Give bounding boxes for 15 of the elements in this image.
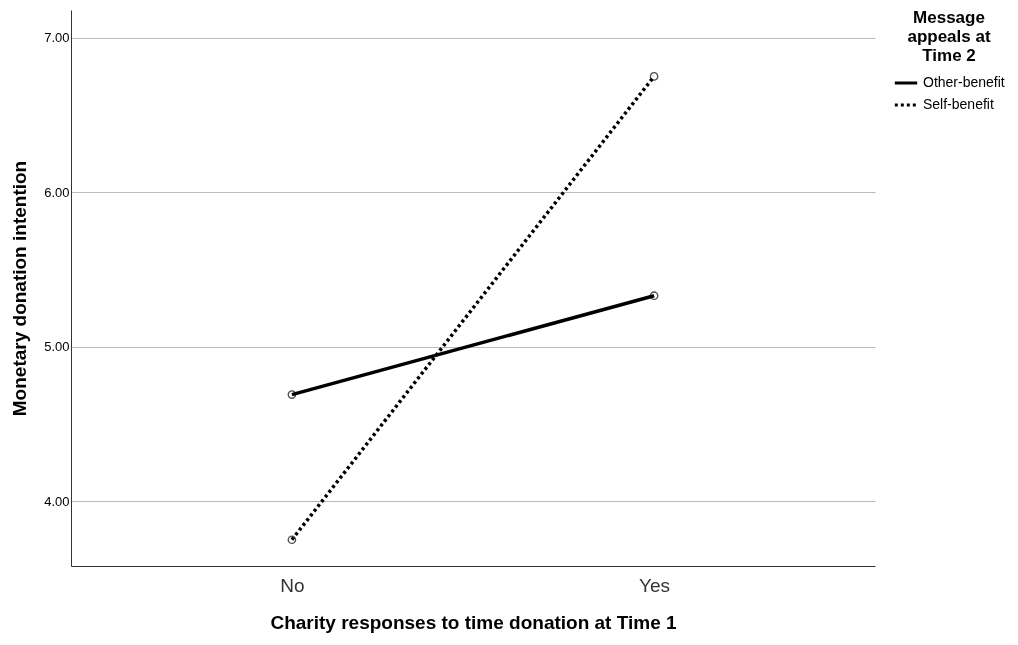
x-axis-title: Charity responses to time donation at Time 1 — [270, 611, 677, 633]
x-tick-label: Yes — [639, 574, 671, 596]
point — [287, 535, 297, 545]
y-axis-title: Monetary donation intention — [9, 160, 31, 417]
legend-label: Self-benefit — [923, 96, 994, 112]
legend-label: Other-benefit — [923, 74, 1005, 90]
y-tick-label: 5.00 — [44, 339, 70, 355]
x-tick-label: No — [280, 574, 305, 596]
y-tick-label: 4.00 — [44, 493, 70, 509]
point — [287, 390, 297, 399]
y-tick-label: 6.00 — [44, 184, 70, 200]
legend-title: Message appeals at Time 2 — [907, 8, 991, 65]
point — [649, 72, 659, 81]
y-tick-label: 7.00 — [44, 30, 70, 46]
point — [649, 291, 659, 301]
